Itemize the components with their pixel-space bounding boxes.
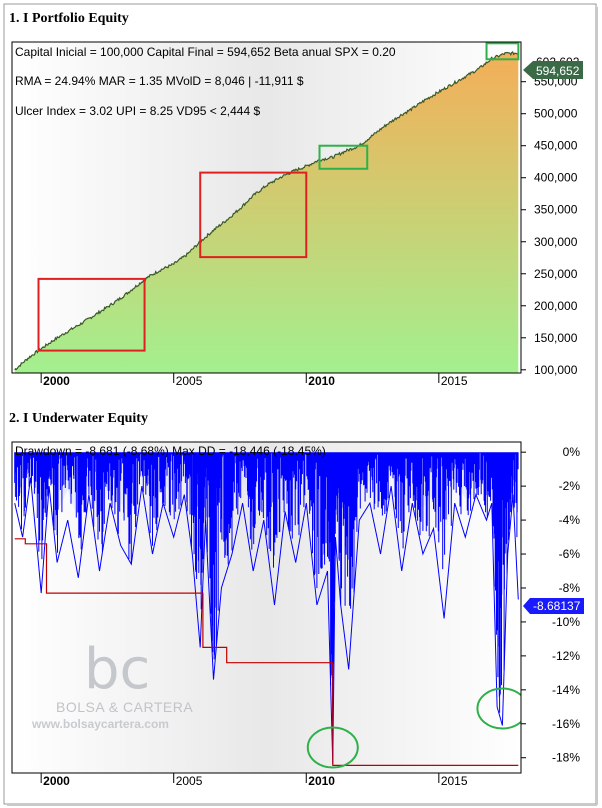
drawdown-spikes [14,452,519,747]
equity-x-tick-label: 2000 [43,374,70,388]
equity-y-tick-label: 200,000 [534,299,578,313]
equity-info-line-1: Capital Inicial = 100,000 Capital Final … [15,45,396,59]
equity-last-value-tag: 602,602 594,652 [523,55,583,79]
drawdown-last-value-tag: -8.68137 [523,598,584,614]
drawdown-y-tick-label: -14% [552,683,580,697]
drawdown-value-tag-shape [523,598,584,614]
equity-area [14,51,519,373]
equity-info-line-3: Ulcer Index = 3.02 UPI = 8.25 VD95 < 2,4… [15,104,260,118]
drawdown-y-tick-label: -4% [559,513,581,527]
drawdown-x-tick-label: 2000 [43,774,70,788]
drawdown-y-tick-label: -10% [552,615,580,629]
drawdown-y-tick-label: -12% [552,649,580,663]
drawdown-x-axis: 2000 2005 2010 2015 [40,773,468,788]
equity-last-value-label: 594,652 [536,64,580,78]
equity-x-tick-label: 2015 [441,374,468,388]
drawdown-y-tick-label: -8% [559,581,581,595]
green-highlight-box [318,144,369,170]
equity-y-tick-label: 150,000 [534,331,578,345]
equity-value-tag-shape [523,61,583,79]
drawdown-info-line-1: Drawdown = -8,681 (-8.68%) Max DD = -18,… [15,444,326,458]
equity-x-tick-label: 2005 [176,374,203,388]
equity-y-tick-label: 400,000 [534,171,578,185]
equity-y-tick-label: 300,000 [534,235,578,249]
drawdown-line [14,477,519,765]
equity-x-axis: 2000 2005 2010 2015 [40,373,468,388]
equity-y-tick-label: 350,000 [534,203,578,217]
drawdown-x-tick-label: 2015 [441,774,468,788]
drawdown-y-tick-label: -16% [552,717,580,731]
red-highlight-box [37,277,146,352]
equity-line [14,51,519,371]
green-highlight-circle [306,726,359,769]
drawdown-y-tick-label: -2% [559,479,581,493]
equity-annotation-boxes [37,42,520,352]
drawdown-y-tick-label: 0% [563,445,581,459]
equity-x-tick-label: 2010 [308,374,335,388]
drawdown-last-value-label: -8.68137 [533,599,581,613]
drawdown-y-tick-label: -18% [552,751,580,765]
equity-y-tick-label: 250,000 [534,267,578,281]
equity-info-line-2: RMA = 24.94% MAR = 1.35 MVolD = 8,046 | … [15,74,304,88]
drawdown-plot-area: bc BOLSA & CARTERA www.bolsaycartera.com [11,441,522,774]
equity-y-tick-label: 100,000 [534,363,578,377]
equity-plot-area [11,41,522,374]
drawdown-annotation-circles [306,687,521,769]
watermark-logo: bc [84,637,150,702]
equity-y-tick-label: 450,000 [534,139,578,153]
watermark: bc BOLSA & CARTERA www.bolsaycartera.com [31,637,193,731]
drawdown-y-axis: 0% -2% -4% -6% -8% -10% -12% -14% -16% -18% [521,445,580,765]
watermark-url: www.bolsaycartera.com [31,717,169,731]
watermark-name: BOLSA & CARTERA [56,699,193,715]
drawdown-y-tick-label: -6% [559,547,581,561]
green-highlight-box [485,42,520,61]
green-highlight-circle [476,687,521,730]
drawdown-x-tick-label: 2010 [308,774,335,788]
max-drawdown-step-line [14,538,519,766]
top-panel-title: 1. I Portfolio Equity [9,11,129,26]
red-highlight-box [199,171,308,259]
equity-y-tick-label: 500,000 [534,107,578,121]
equity-y-axis: 100,000 150,000 200,000 250,000 300,000 350,0… [521,75,578,377]
drawdown-x-tick-label: 2005 [176,774,203,788]
bottom-panel-title: 2. I Underwater Equity [9,411,148,426]
